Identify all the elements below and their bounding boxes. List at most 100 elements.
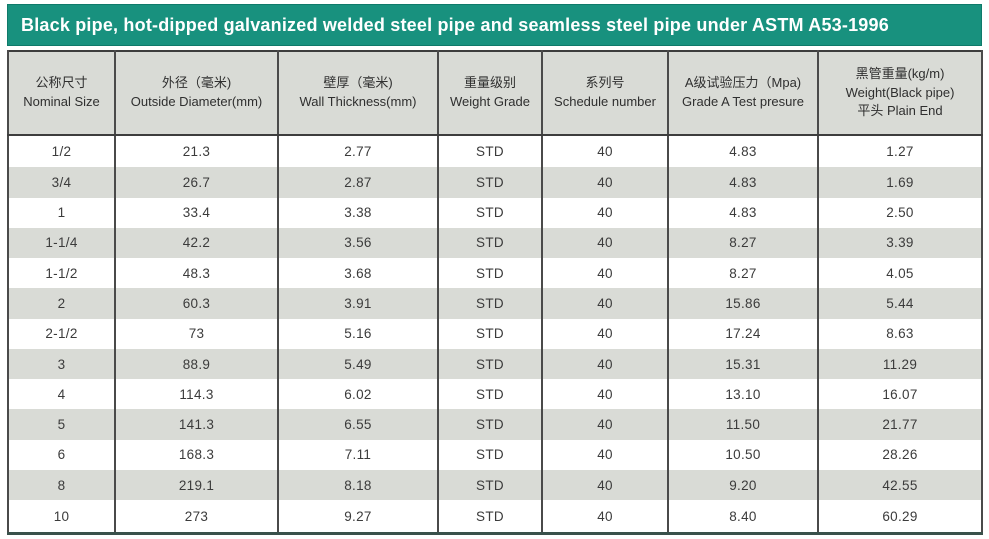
table-cell: STD — [437, 167, 543, 198]
table-cell: 40 — [541, 135, 669, 168]
table-cell: 73 — [114, 318, 279, 349]
table-cell: 273 — [114, 500, 279, 534]
table-cell: 8.27 — [667, 258, 819, 289]
table-cell: STD — [437, 500, 543, 534]
table-cell: 5.16 — [277, 318, 439, 349]
table-cell: 3.91 — [277, 288, 439, 319]
table-cell: 40 — [541, 439, 669, 470]
table-row: 6 168.3 7.11 STD 40 10.50 28.26 — [7, 439, 983, 470]
table-row: 2 60.3 3.91 STD 40 15.86 5.44 — [7, 288, 983, 319]
col-header-en: Outside Diameter(mm) — [130, 94, 263, 109]
table-cell: STD — [437, 409, 543, 440]
col-header-en: Wall Thickness(mm) — [299, 94, 417, 109]
table-cell: 48.3 — [114, 258, 279, 289]
table-cell: 6 — [7, 439, 116, 470]
table-row: 1-1/4 42.2 3.56 STD 40 8.27 3.39 — [7, 227, 983, 259]
table-cell: 8.18 — [277, 469, 439, 501]
table-cell: 3.56 — [277, 227, 439, 259]
table-cell: 33.4 — [114, 197, 279, 228]
col-header-zh: 公称尺寸 — [35, 75, 88, 91]
table-cell: STD — [437, 318, 543, 349]
table-cell: STD — [437, 227, 543, 259]
table-row: 1-1/2 48.3 3.68 STD 40 8.27 4.05 — [7, 258, 983, 289]
table-cell: 11.29 — [817, 348, 983, 380]
table-row: 5 141.3 6.55 STD 40 11.50 21.77 — [7, 409, 983, 440]
table-row: 3 88.9 5.49 STD 40 15.31 11.29 — [7, 348, 983, 380]
table-cell: 8.63 — [817, 318, 983, 349]
table-cell: 60.3 — [114, 288, 279, 319]
col-header-zh: 壁厚（毫米) — [323, 75, 393, 91]
col-header-outside-diameter: 外径（毫米) Outside Diameter(mm) — [114, 51, 279, 136]
table-body: 1/2 21.3 2.77 STD 40 4.83 1.27 3/4 26.7 2.87 STD 40… — [7, 135, 983, 534]
table-cell: 3.68 — [277, 258, 439, 289]
table-cell: 1/2 — [7, 135, 116, 168]
col-header-en: Weight Grade — [450, 94, 530, 109]
table-cell: STD — [437, 288, 543, 319]
table-cell: 60.29 — [817, 500, 983, 534]
col-header-en: Grade A Test presure — [682, 94, 804, 109]
table-cell: 88.9 — [114, 348, 279, 380]
table-cell: 8.27 — [667, 227, 819, 259]
table-cell: 3.39 — [817, 227, 983, 259]
table-cell: 4.83 — [667, 197, 819, 228]
table-cell: 4.05 — [817, 258, 983, 289]
table-cell: 21.77 — [817, 409, 983, 440]
col-header-line3: 平头 Plain End — [857, 103, 943, 119]
table-cell: 8 — [7, 469, 116, 501]
pipe-spec-table: 公称尺寸 Nominal Size 外径（毫米) Outside Diamete… — [7, 50, 983, 535]
table-cell: 9.27 — [277, 500, 439, 534]
table-cell: STD — [437, 469, 543, 501]
table-cell: 8.40 — [667, 500, 819, 534]
table-cell: 40 — [541, 197, 669, 228]
table-cell: 1.27 — [817, 135, 983, 168]
col-header-zh: 重量级别 — [463, 75, 516, 91]
table-cell: 4.83 — [667, 135, 819, 168]
table-cell: 5.49 — [277, 348, 439, 380]
col-header-zh: A级试验压力（Mpa) — [684, 75, 802, 91]
col-header-en: Nominal Size — [23, 94, 100, 109]
table-cell: STD — [437, 379, 543, 410]
table-cell: 141.3 — [114, 409, 279, 440]
table-cell: 3/4 — [7, 167, 116, 198]
table-cell: 42.55 — [817, 469, 983, 501]
table-cell: 17.24 — [667, 318, 819, 349]
table-cell: 2.87 — [277, 167, 439, 198]
table-cell: 26.7 — [114, 167, 279, 198]
table-cell: 40 — [541, 227, 669, 259]
table-cell: 6.55 — [277, 409, 439, 440]
table-cell: 6.02 — [277, 379, 439, 410]
col-header-zh: 黑管重量(kg/m) — [855, 65, 945, 81]
table-cell: 1.69 — [817, 167, 983, 198]
table-cell: 40 — [541, 288, 669, 319]
col-header-test-pressure: A级试验压力（Mpa) Grade A Test presure — [667, 51, 819, 136]
table-cell: STD — [437, 439, 543, 470]
col-header-black-pipe-weight: 黑管重量(kg/m) Weight(Black pipe) 平头 Plain E… — [817, 51, 983, 136]
table-cell: 4.83 — [667, 167, 819, 198]
table-cell: 40 — [541, 167, 669, 198]
col-header-en: Weight(Black pipe) — [845, 84, 955, 100]
title-banner: Black pipe, hot-dipped galvanized welded… — [7, 4, 982, 46]
table-cell: 2.77 — [277, 135, 439, 168]
table-cell: 40 — [541, 469, 669, 501]
table-row: 10 273 9.27 STD 40 8.40 60.29 — [7, 500, 983, 534]
col-header-weight-grade: 重量级别 Weight Grade — [437, 51, 543, 136]
table-cell: 3 — [7, 348, 116, 380]
table-cell: 5.44 — [817, 288, 983, 319]
table-cell: 40 — [541, 348, 669, 380]
table-cell: 21.3 — [114, 135, 279, 168]
table-cell: 10 — [7, 500, 116, 534]
table-cell: STD — [437, 197, 543, 228]
col-header-zh: 外径（毫米) — [161, 75, 232, 91]
table-cell: 2 — [7, 288, 116, 319]
table-cell: 15.86 — [667, 288, 819, 319]
table-cell: 28.26 — [817, 439, 983, 470]
table-cell: 1-1/2 — [7, 258, 116, 289]
col-header-zh: 系列号 — [585, 75, 625, 91]
table-cell: 40 — [541, 409, 669, 440]
table-cell: 10.50 — [667, 439, 819, 470]
table-cell: 15.31 — [667, 348, 819, 380]
table-cell: 9.20 — [667, 469, 819, 501]
col-header-schedule-number: 系列号 Schedule number — [541, 51, 669, 136]
table-row: 8 219.1 8.18 STD 40 9.20 42.55 — [7, 469, 983, 501]
